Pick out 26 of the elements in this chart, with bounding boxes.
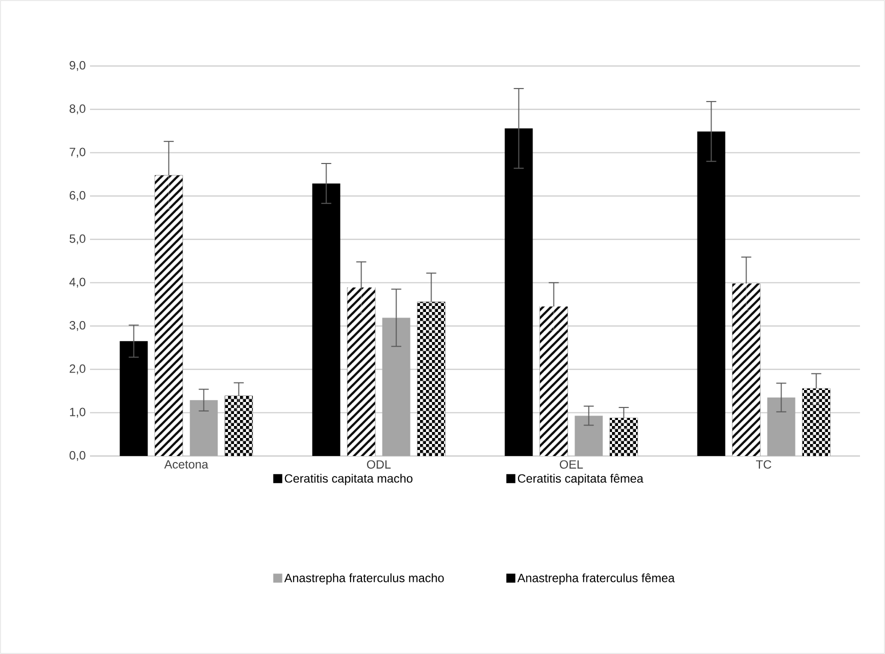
legend-label: Anastrepha fraterculus fêmea: [517, 573, 675, 585]
legend-label: Ceratitis capitata fêmea: [518, 474, 644, 486]
y-tick-label: 4,0: [69, 278, 86, 288]
x-tick-label: Acetona: [164, 460, 208, 469]
y-tick-label: 1,0: [70, 408, 86, 418]
legend-label: Ceratitis capitata macho: [284, 474, 412, 486]
y-tick-label: 5,0: [70, 234, 86, 244]
bar: [574, 416, 603, 456]
y-tick-label: 0,0: [70, 451, 86, 461]
x-tick-label: OEL: [560, 460, 583, 469]
y-tick-label: 9,0: [70, 61, 86, 71]
bar: [697, 131, 726, 456]
x-tick-label: ODL: [366, 460, 391, 469]
bar: [382, 318, 410, 456]
x-tick-label: TC: [756, 460, 772, 469]
y-tick-label: 7,0: [70, 148, 86, 158]
bar: [767, 398, 796, 456]
legend-label: Anastrepha fraterculus macho: [284, 573, 444, 585]
y-tick-label: 8,0: [70, 104, 86, 114]
bar: [190, 400, 218, 456]
y-tick-label: 3,0: [70, 321, 86, 331]
bar: [504, 128, 533, 456]
y-tick-label: 2,0: [70, 364, 86, 374]
bar: [120, 341, 148, 456]
y-tick-label: 6,0: [70, 191, 86, 201]
bar: [312, 183, 340, 456]
